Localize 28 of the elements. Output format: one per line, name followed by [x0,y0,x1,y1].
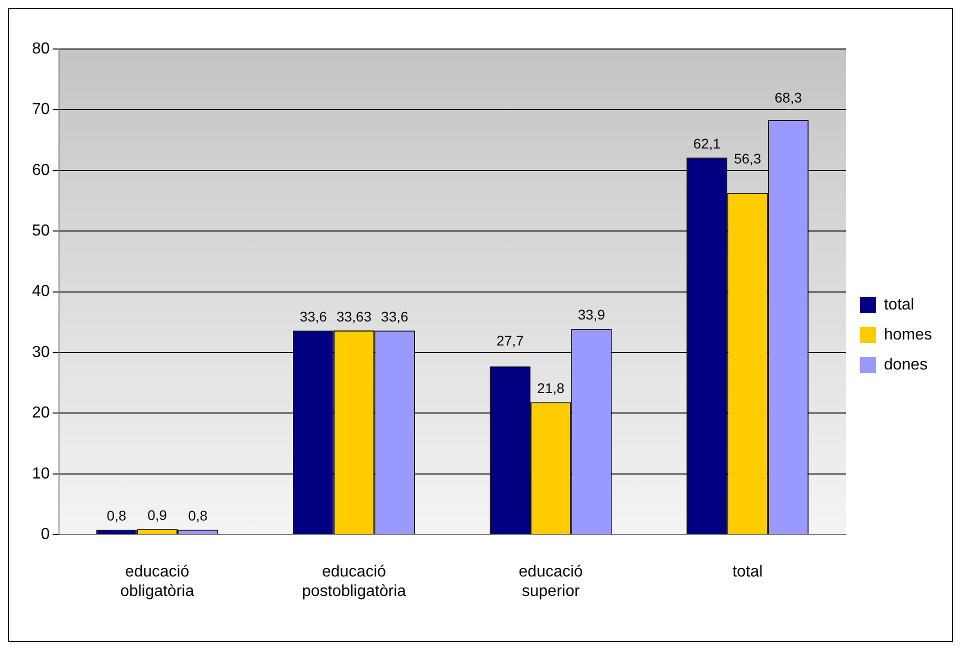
data-label: 56,3 [734,150,762,166]
y-tick-label: 20 [32,404,50,422]
legend-label: dones [884,356,928,374]
legend-label: homes [884,326,932,344]
x-tick-label: educació postobligatòria [302,564,406,600]
x-tick-label: educació obligatòria [120,564,194,600]
y-tick-label: 0 [40,526,50,544]
data-label: 33,6 [300,308,328,325]
data-label: 33,9 [578,306,606,323]
y-tick-label: 10 [32,465,50,482]
y-tick-label: 70 [32,101,50,118]
data-label: 0,9 [147,506,168,523]
data-label: 0,8 [188,508,208,524]
data-label: 33,63 [336,308,372,324]
data-label: 62,1 [693,136,721,152]
y-tick-label: 30 [32,344,50,361]
legend-label: total [884,296,914,314]
y-tick-label: 80 [32,40,50,58]
data-label: 21,8 [537,380,565,396]
x-tick-label: total [732,564,763,581]
data-label: 0,8 [106,508,126,524]
x-tick-label: educació superior [518,564,583,600]
data-label: 33,6 [381,308,408,325]
data-label: 27,7 [496,332,524,348]
data-label: 68,3 [774,90,802,106]
y-tick-label: 60 [32,162,50,179]
y-tick-label: 40 [32,283,50,300]
y-tick-label: 50 [32,222,50,240]
